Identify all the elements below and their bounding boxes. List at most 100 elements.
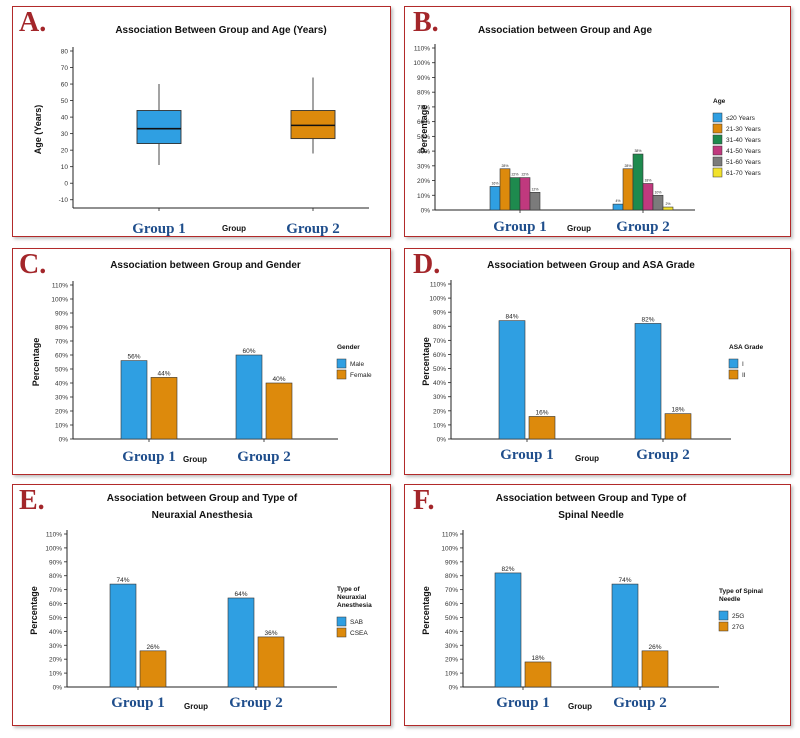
y-tick-label: 100% <box>429 296 446 303</box>
data-label: 82% <box>501 566 514 573</box>
bar <box>529 192 541 211</box>
data-label: 40% <box>272 376 285 383</box>
y-tick-label: 60% <box>433 352 446 359</box>
y-tick-label: -10 <box>59 197 69 204</box>
legend-swatch <box>336 369 347 380</box>
legend-label: 41-50 Years <box>726 148 761 155</box>
bar <box>494 572 522 688</box>
bar <box>498 320 526 440</box>
legend-swatch <box>718 621 729 632</box>
chart-title: Association between Group and Type of <box>496 493 687 504</box>
y-axis-label: Percentage <box>419 105 429 154</box>
legend-swatch <box>728 358 739 369</box>
panel-f: F. Association between Group and Type of… <box>404 484 791 726</box>
data-label: 74% <box>116 577 129 584</box>
bar <box>632 153 644 211</box>
bar <box>622 168 634 211</box>
chart-c: Association between Group and Gender 0% 10… <box>31 260 372 465</box>
legend-label: CSEA <box>350 630 368 637</box>
y-tick-label: 70% <box>417 104 430 111</box>
data-label: 16% <box>491 181 498 185</box>
legend-swatch <box>336 616 347 627</box>
chart-d: Association between Group and ASA Grade 0… <box>421 260 763 463</box>
y-tick-label: 0% <box>53 685 63 692</box>
y-tick-label: 10% <box>445 671 458 678</box>
data-label: 4% <box>615 199 620 203</box>
chart-f: Association between Group and Type of Spi… <box>421 493 763 711</box>
x-category-label: Group 2 <box>636 447 690 463</box>
legend-label: 51-60 Years <box>726 159 761 166</box>
data-label: 74% <box>618 577 631 584</box>
y-tick-label: 80 <box>61 49 69 56</box>
x-category-label: Group 2 <box>237 449 291 465</box>
data-label: 26% <box>648 644 661 651</box>
y-tick-label: 70% <box>445 587 458 594</box>
y-tick-label: 110% <box>46 532 62 539</box>
legend-label: Female <box>350 372 372 379</box>
data-label: 12% <box>531 187 538 191</box>
y-tick-label: 40% <box>433 380 446 387</box>
y-tick-label: 110% <box>414 46 430 53</box>
y-axis-label: Percentage <box>421 586 431 635</box>
bar <box>634 323 662 440</box>
legend-label: 61-70 Years <box>726 170 761 177</box>
y-tick-label: 80% <box>417 90 430 97</box>
legend-label: II <box>742 372 746 379</box>
data-label: 26% <box>146 644 159 651</box>
bar <box>519 177 531 211</box>
y-tick-label: 10% <box>49 671 62 678</box>
legend-swatch <box>712 112 723 123</box>
y-tick-label: 60 <box>61 82 69 89</box>
y-tick-label: 30% <box>49 643 62 650</box>
data-label: 56% <box>127 354 140 361</box>
y-axis-label: Age (Years) <box>33 105 43 155</box>
chart-title: Association Between Group and Age (Years… <box>115 25 326 36</box>
data-label: 16% <box>535 409 548 416</box>
data-label: 10% <box>654 190 661 194</box>
x-category-label: Group 2 <box>286 221 340 237</box>
legend-label: I <box>742 361 744 368</box>
data-label: 2% <box>665 202 670 206</box>
y-axis-label: Percentage <box>421 337 431 386</box>
legend-title: ASA Grade <box>729 344 763 351</box>
panel-a: A. Association Between Group and Age (Ye… <box>12 6 391 237</box>
y-tick-label: 30 <box>61 131 69 138</box>
x-category-label: Group 2 <box>616 219 670 235</box>
y-tick-label: 10% <box>433 422 446 429</box>
chart-a: Association Between Group and Age (Years… <box>33 25 369 237</box>
legend-label: 21-30 Years <box>726 126 761 133</box>
x-category-label: Group 1 <box>496 695 550 711</box>
panel-letter: E. <box>19 485 45 516</box>
y-axis-label: Percentage <box>29 586 39 635</box>
panel-b: B. Association between Group and Age 0% 10… <box>404 6 791 237</box>
y-tick-label: 40 <box>61 115 69 122</box>
y-tick-label: 50% <box>417 134 430 141</box>
y-tick-label: 90% <box>49 559 62 566</box>
y-tick-label: 60% <box>417 119 430 126</box>
y-tick-label: 70% <box>55 339 68 346</box>
legend-title: Neuraxial <box>337 594 366 601</box>
y-tick-label: 110% <box>430 282 446 289</box>
y-tick-label: 30% <box>445 643 458 650</box>
y-tick-label: 10% <box>417 193 430 200</box>
panel-letter: C. <box>19 249 47 280</box>
panel-d: D. Association between Group and ASA Gra… <box>404 248 791 475</box>
y-tick-label: 50% <box>433 366 446 373</box>
y-tick-label: 0% <box>449 685 459 692</box>
x-category-label: Group 1 <box>493 219 547 235</box>
panel-letter: F. <box>413 485 435 516</box>
chart-b: Association between Group and Age 0% 10% 20… <box>413 25 761 235</box>
legend-title: Needle <box>719 596 741 603</box>
y-tick-label: 70 <box>61 65 69 72</box>
x-axis-label: Group <box>575 454 599 463</box>
data-label: 22% <box>521 173 528 177</box>
data-label: 28% <box>501 164 508 168</box>
bar <box>642 183 654 211</box>
bar <box>235 354 263 440</box>
y-tick-label: 80% <box>433 324 446 331</box>
y-tick-label: 40% <box>417 149 430 156</box>
y-tick-label: 40% <box>55 381 68 388</box>
bar <box>109 583 137 688</box>
bar <box>139 650 167 688</box>
y-tick-label: 10 <box>61 164 69 171</box>
